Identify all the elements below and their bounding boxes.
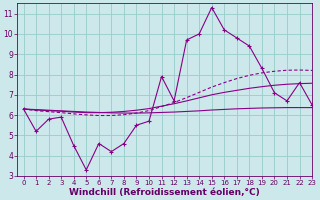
X-axis label: Windchill (Refroidissement éolien,°C): Windchill (Refroidissement éolien,°C) <box>69 188 260 197</box>
